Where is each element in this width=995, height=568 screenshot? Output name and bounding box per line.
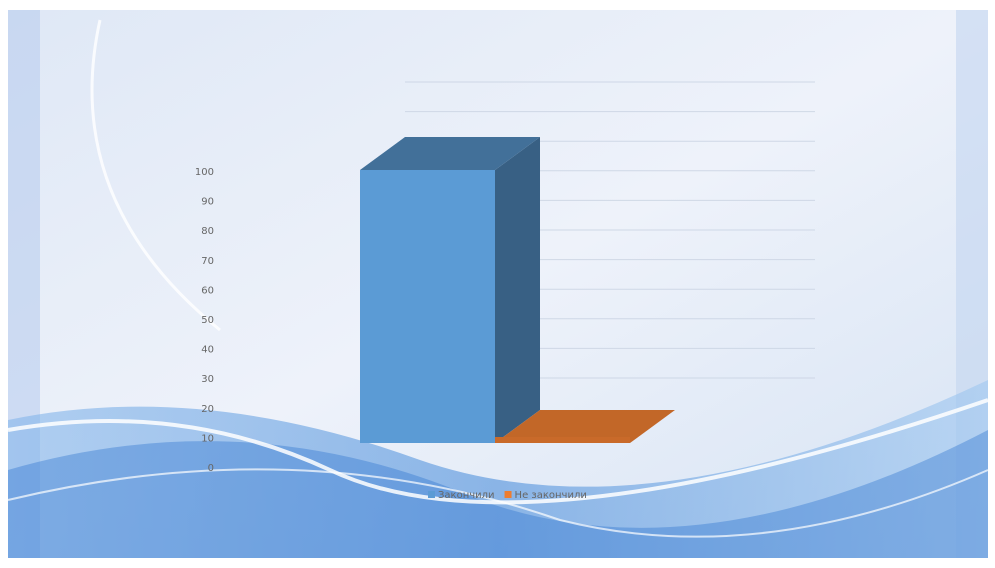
legend-swatch [428, 491, 435, 498]
wave [8, 430, 988, 558]
y-tick-label: 50 [201, 315, 214, 326]
y-tick-label: 70 [201, 256, 214, 267]
y-tick-label: 10 [201, 433, 214, 444]
bar-top [495, 410, 675, 443]
legend-swatch [504, 491, 512, 498]
wave-line [7, 468, 989, 538]
bar-edge [495, 437, 630, 443]
y-tick-label: 80 [201, 226, 214, 237]
bar-top [360, 137, 540, 170]
y-tick-label: 90 [201, 197, 214, 208]
legend-label: Закончили [438, 490, 495, 501]
bar [360, 170, 495, 443]
y-tick-label: 20 [201, 404, 214, 415]
chart: 0 10 20 30 40 50 60 70 80 90 100 Закончили Не законч… [195, 81, 815, 501]
y-tick-label: 40 [201, 345, 214, 356]
y-tick-label: 100 [195, 167, 214, 178]
bar-side [495, 137, 540, 443]
y-tick-label: 0 [208, 463, 214, 474]
y-tick-label: 60 [201, 285, 214, 296]
legend-label: Не закончили [515, 490, 587, 501]
y-tick-label: 30 [201, 374, 214, 385]
wave-line [7, 398, 989, 505]
wave [8, 380, 988, 558]
swoosh [90, 19, 221, 332]
